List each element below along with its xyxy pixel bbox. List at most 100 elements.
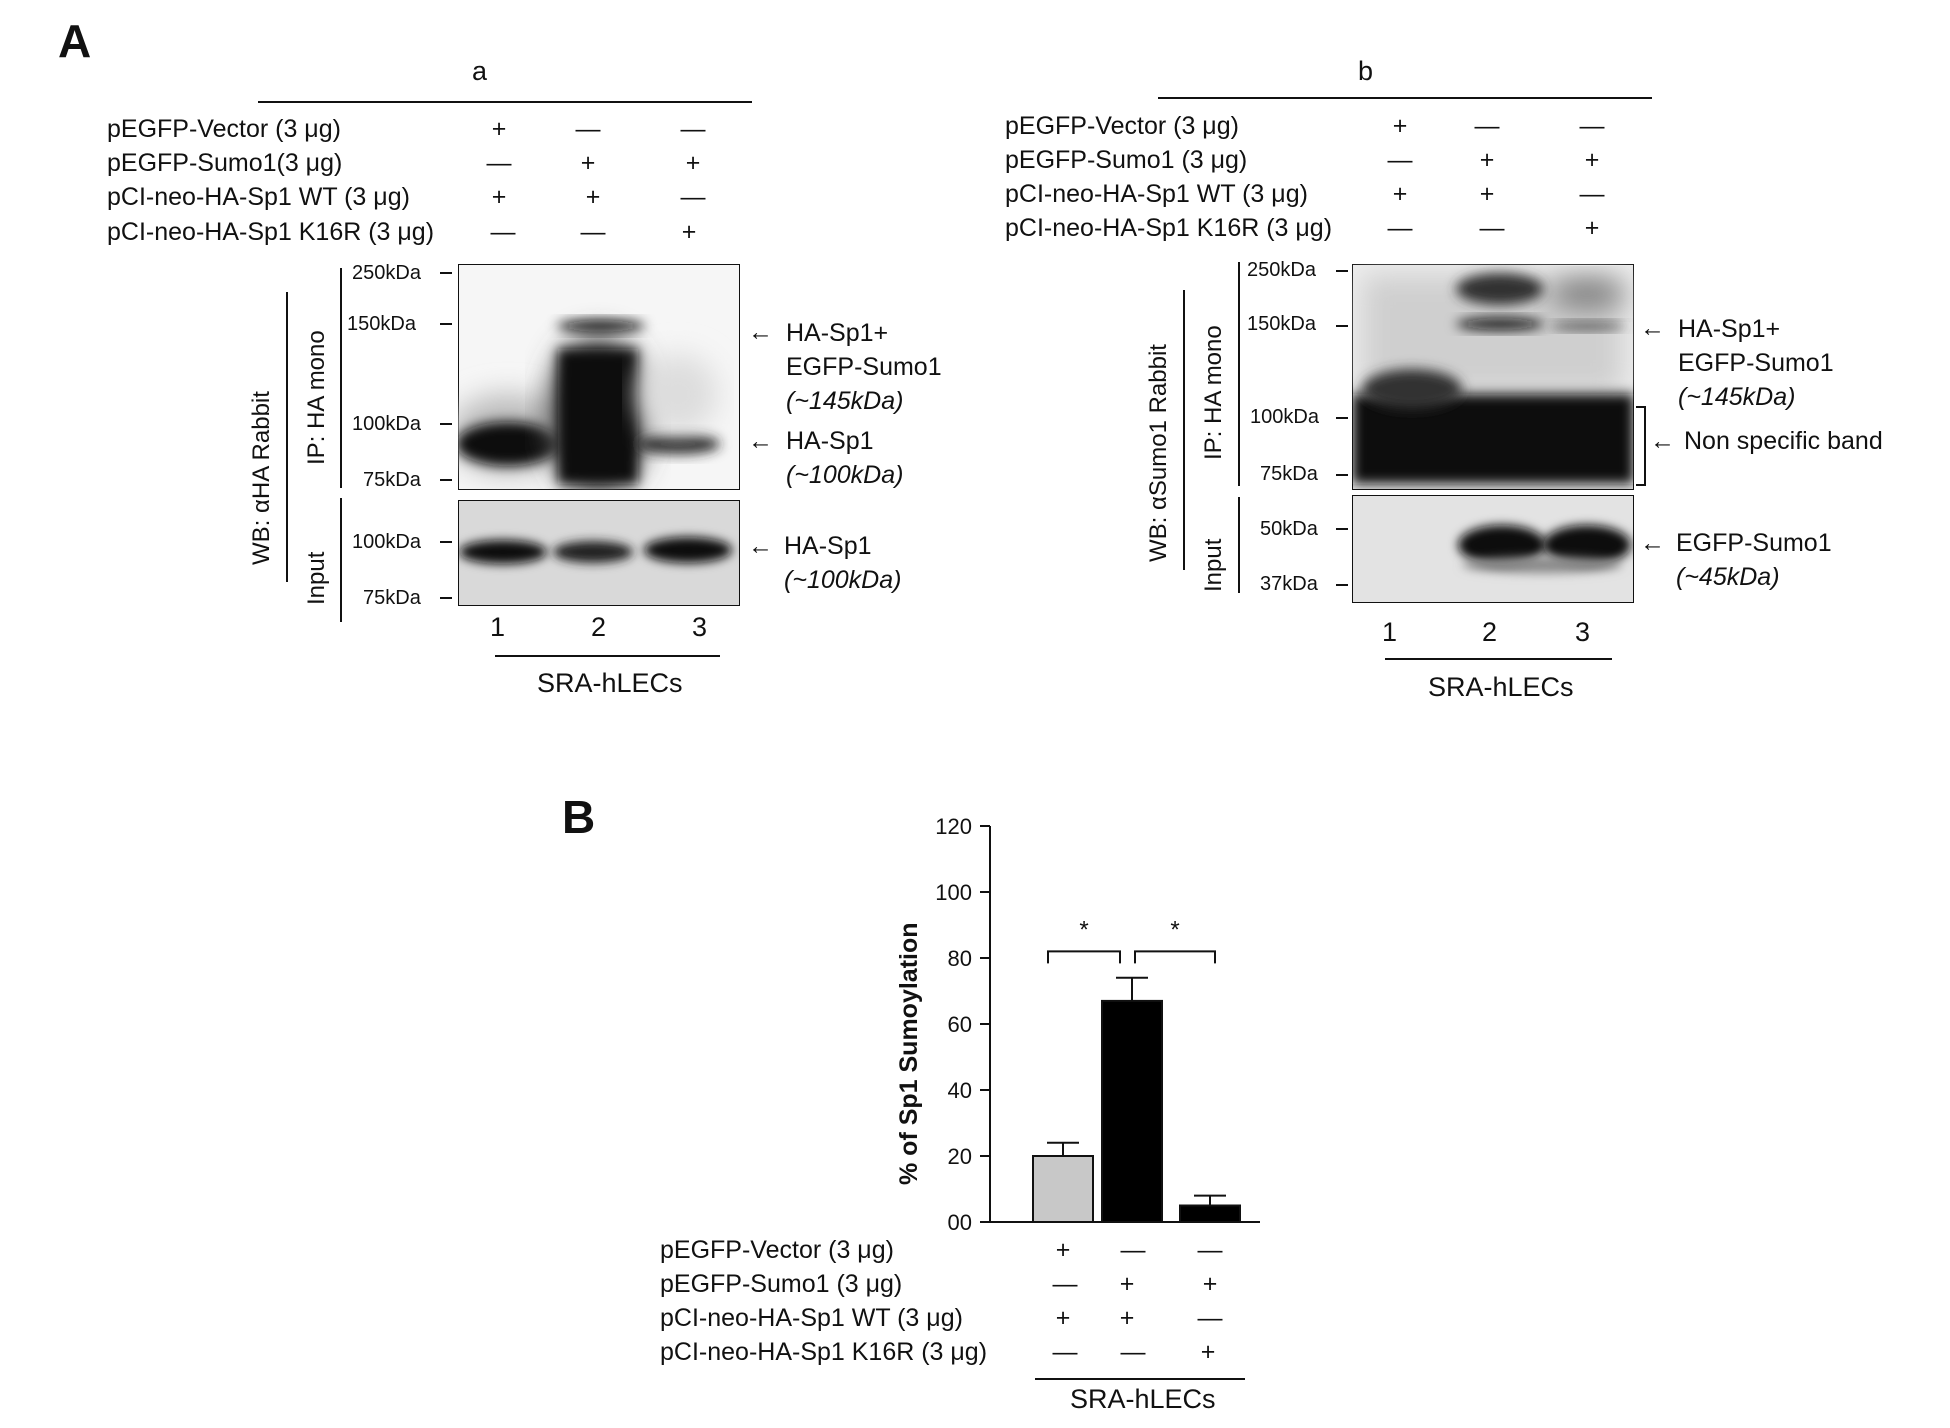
y-tick-label: 60 (948, 1012, 972, 1037)
mw-marker: 250kDa (352, 262, 421, 284)
mw-tick (1336, 528, 1348, 530)
sign: + (491, 183, 507, 211)
sign: — (1197, 1304, 1223, 1332)
mw-tick (440, 541, 452, 543)
y-axis-label: % of Sp1 Sumoylation (895, 922, 923, 1185)
sign: — (1120, 1338, 1146, 1366)
mw-marker: 50kDa (1260, 518, 1318, 540)
bars (1032, 976, 1241, 1223)
mw-tick (440, 479, 452, 481)
input-label: Input (303, 551, 330, 605)
sign: + (1479, 180, 1495, 208)
y-tick-label: 100 (935, 880, 972, 905)
condition-label: pCI-neo-HA-Sp1 K16R (3 μg) (107, 218, 435, 246)
significance-brackets: * * (1047, 916, 1216, 964)
sign: — (1479, 214, 1505, 242)
sign: + (1055, 1236, 1071, 1264)
cell-line-label: SRA-hLECs (537, 668, 683, 698)
y-tick-label: 20 (948, 1144, 972, 1169)
sign: + (685, 149, 701, 177)
sign: + (1055, 1304, 1071, 1332)
sign: — (490, 218, 516, 246)
sign: — (1387, 214, 1413, 242)
sign: — (486, 149, 512, 177)
lane-number: 3 (692, 612, 708, 642)
condition-label: pEGFP-Vector (3 μg) (1005, 112, 1239, 140)
sign: — (1579, 112, 1605, 140)
mw-marker: 250kDa (1247, 259, 1316, 281)
arrow-icon: ← (1640, 529, 1665, 557)
band-label: HA-Sp1+ EGFP-Sumo1 (~145kDa) (786, 319, 942, 415)
blot-b-input (1352, 495, 1634, 603)
blot-a-input (458, 500, 740, 606)
lane-line (1385, 658, 1612, 660)
sign: — (1120, 1236, 1146, 1264)
wb-label: WB: αHA Rabbit (248, 391, 275, 565)
sign: — (1579, 180, 1605, 208)
band-label: HA-Sp1+ EGFP-Sumo1 (~145kDa) (1678, 315, 1834, 411)
condition-label: pEGFP-Sumo1 (3 μg) (660, 1270, 903, 1298)
sign: + (585, 183, 601, 211)
mw-marker: 150kDa (1247, 313, 1316, 335)
sign: + (580, 149, 596, 177)
lane-number: 1 (490, 612, 506, 642)
nonspecific-bracket (1644, 406, 1646, 486)
band-label: HA-Sp1 (~100kDa) (784, 532, 902, 594)
panel-a-letter: A (58, 15, 92, 67)
sign: — (1474, 112, 1500, 140)
mw-marker: 75kDa (1260, 463, 1318, 485)
wb-bracket (1183, 290, 1185, 570)
wb-label: WB: αSumo1 Rabbit (1145, 344, 1172, 562)
lane-number: 2 (1482, 617, 1498, 647)
condition-label: pCI-neo-HA-Sp1 K16R (3 μg) (660, 1338, 988, 1366)
mw-tick (440, 323, 452, 325)
sign: + (681, 218, 697, 246)
ip-bracket (1238, 262, 1240, 486)
subpanel-a-label: a (472, 56, 488, 86)
mw-tick (1336, 474, 1348, 476)
sign: + (1584, 214, 1600, 242)
cell-line-label: SRA-hLECs (1428, 672, 1574, 702)
mw-marker: 100kDa (352, 413, 421, 435)
bar (1179, 1204, 1241, 1223)
mw-tick (1336, 325, 1348, 327)
mw-tick (1336, 270, 1348, 272)
sign: + (1584, 146, 1600, 174)
sign: + (1392, 112, 1408, 140)
mw-marker: 75kDa (363, 587, 421, 609)
sign: — (680, 183, 706, 211)
y-tick-label: 00 (948, 1210, 972, 1235)
input-label: Input (1200, 538, 1227, 592)
sign: — (1197, 1236, 1223, 1264)
mw-marker: 37kDa (1260, 573, 1318, 595)
ip-bracket (340, 268, 342, 488)
arrow-icon: ← (1640, 314, 1665, 342)
sign: — (680, 115, 706, 143)
lane-line (1035, 1378, 1245, 1380)
mw-tick (440, 272, 452, 274)
lane-number: 2 (591, 612, 607, 642)
condition-label: pEGFP-Sumo1(3 μg) (107, 149, 343, 177)
mw-tick (1336, 417, 1348, 419)
band-label: HA-Sp1 (~100kDa) (786, 427, 904, 489)
sign: + (491, 115, 507, 143)
blot-a-ip (458, 264, 740, 490)
condition-label: pCI-neo-HA-Sp1 WT (3 μg) (660, 1304, 963, 1332)
significance-bracket (1047, 950, 1121, 964)
mw-marker: 75kDa (363, 469, 421, 491)
panel-b-letter: B (562, 791, 596, 843)
band-label: EGFP-Sumo1 (~45kDa) (1676, 529, 1832, 591)
sign: — (1052, 1338, 1078, 1366)
mw-tick (440, 423, 452, 425)
sign: + (1119, 1304, 1135, 1332)
ip-label: IP: HA mono (1200, 325, 1227, 460)
arrow-icon: ← (748, 532, 773, 560)
ip-label: IP: HA mono (303, 330, 330, 465)
significance-bracket (1134, 950, 1216, 964)
sign: + (1479, 146, 1495, 174)
sign: — (1387, 146, 1413, 174)
y-axis: 00 20 40 60 80 100 120 (935, 814, 1260, 1235)
bar (1032, 1155, 1094, 1223)
blot-b-ip (1352, 264, 1634, 490)
sign: — (580, 218, 606, 246)
